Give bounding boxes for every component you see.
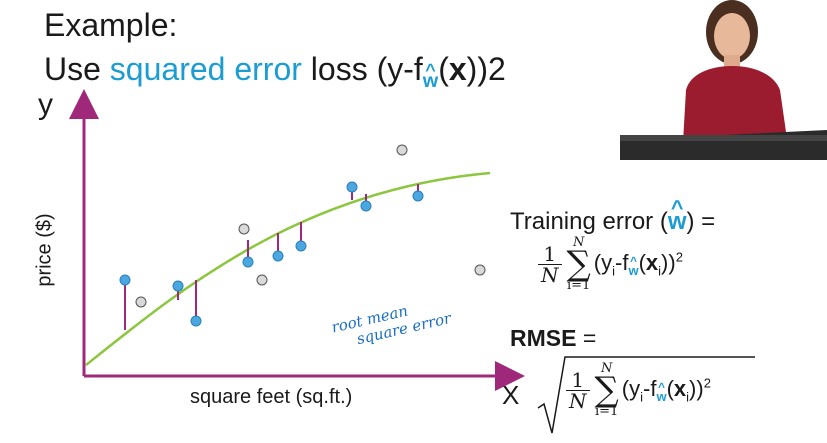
residual-term: (yi-f ^ w(xi))2: [593, 249, 683, 279]
w-hat: ^ w: [667, 194, 687, 235]
title-mid: loss (y-f: [301, 51, 423, 87]
y-axis-label: price ($): [33, 213, 56, 287]
residual-lines: [124, 184, 419, 330]
title-w-hat: ^ w: [422, 59, 439, 92]
title-x: x: [448, 51, 467, 87]
slide-title-line1: Example:: [44, 7, 178, 43]
sqrt-sign: [537, 356, 755, 434]
rmse-formula: 1 N N ∑ i=1 (yi-f ^ w(xi))2: [566, 362, 711, 418]
title-suffix: ))2: [466, 51, 506, 87]
training-error-label: Training error (^ w) =: [510, 194, 716, 235]
summation: N ∑ i=1: [566, 235, 591, 293]
rmse-label: RMSE =: [510, 325, 597, 351]
slide-title-line2: Use squared error loss (y-f ^ w(x))2: [44, 50, 506, 100]
title-paren: (: [438, 51, 449, 87]
training-error-formula: 1 N N ∑ i=1 (yi-f ^ w(xi))2: [538, 236, 683, 292]
title-prefix: Use: [44, 51, 110, 87]
gray-points: [135, 144, 486, 308]
y-axis-letter: y: [38, 88, 53, 121]
instructor-video: [620, 0, 827, 160]
data-points: [119, 181, 424, 327]
x-axis-letter: X: [502, 380, 520, 410]
presenter-image: [620, 0, 827, 160]
title-highlight: squared error: [109, 51, 302, 87]
x-axis-label: square feet (sq.ft.): [190, 386, 353, 408]
fit-curve: [85, 171, 491, 366]
